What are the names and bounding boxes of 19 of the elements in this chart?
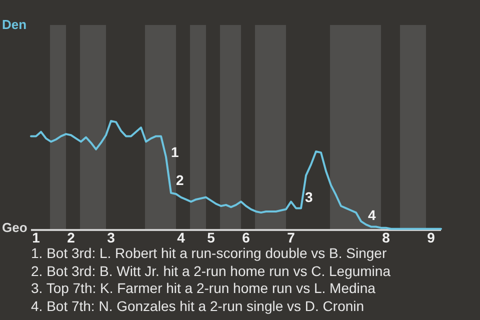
x-tick-label: 7: [287, 229, 296, 246]
text: 2. Bot 3rd: B. Witt Jr. hit a 2-run home run vs C. Legumina: [31, 262, 390, 280]
text: Den: [2, 17, 27, 32]
x-tick-label: 9: [427, 229, 436, 246]
x-tick-label: 8: [382, 229, 390, 246]
x-tick-label: 3: [107, 229, 116, 246]
annotation: 1: [171, 144, 179, 160]
text: 3. Top 7th: K. Farmer hit a 2-run home run vs L. Medina: [31, 280, 376, 298]
annotation: 2: [176, 172, 184, 188]
x-tick-label: 6: [242, 229, 250, 246]
text: 4. Bot 7th: N. Gonzales hit a 2-run single vs D. Cronin: [31, 298, 366, 315]
text: Geo: [2, 220, 28, 235]
annotation: 3: [305, 189, 313, 205]
x-tick-label: 4: [177, 229, 186, 246]
x-tick-label: 5: [207, 229, 216, 246]
x-tick-label: 1: [32, 229, 40, 246]
annotation: 4: [368, 207, 376, 223]
x-tick-label: 2: [67, 229, 76, 246]
text: 1. Bot 3rd: L. Robert hit a run-scoring double vs B. Singer: [31, 245, 388, 262]
